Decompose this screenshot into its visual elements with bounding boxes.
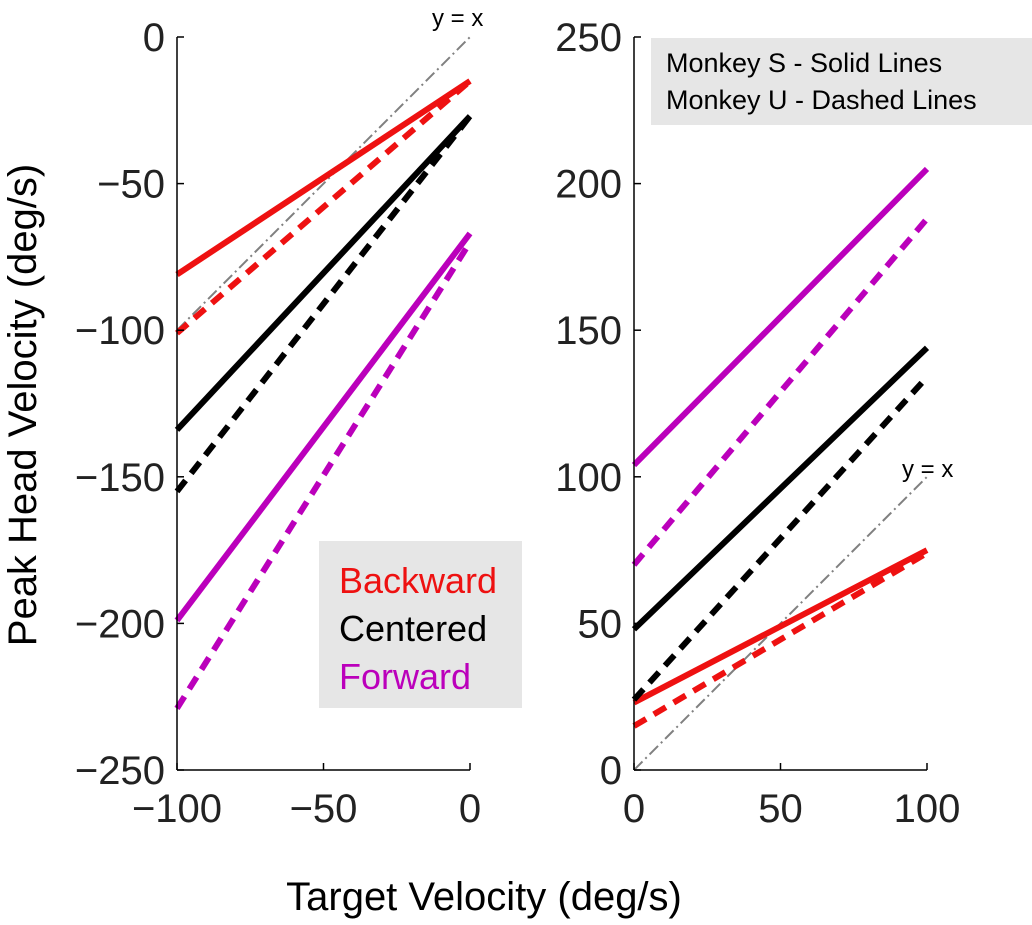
- left-y-tick-label: −200: [75, 602, 165, 646]
- left-panel: 0−50−100−150−200−250−100 −50 0 y = x Backw…: [75, 5, 522, 831]
- right-y-tick-label: 100: [555, 456, 622, 500]
- note-line-monkey-u: Monkey U - Dashed Lines: [666, 85, 977, 115]
- legend-entry-centered: Centered: [339, 608, 487, 649]
- right-series-group: [631, 166, 930, 729]
- left-legend-box: [319, 541, 522, 708]
- left-y-tick-label: −250: [75, 749, 165, 793]
- right-series-centered-monkey-s: [631, 345, 930, 632]
- left-tick-labels: 0−50−100−150−200−250−100 −50 0: [75, 16, 481, 831]
- legend-entry-forward: Forward: [339, 656, 471, 697]
- right-note: Monkey S - Solid Lines Monkey U - Dashed…: [651, 38, 1032, 125]
- right-tick-labels: 0 50 100 150 200 250 0 50 100: [555, 16, 960, 831]
- legend-entry-backward: Backward: [339, 560, 497, 601]
- left-reference-line: [176, 36, 471, 331]
- left-axes: [176, 36, 471, 771]
- left-legend: Backward Centered Forward: [319, 541, 522, 708]
- right-series-backward-monkey-u: [632, 550, 929, 729]
- right-panel: 0 50 100 150 200 250 0 50 100 y = x Monkey S - S…: [555, 16, 1032, 831]
- left-y-tick-label: −50: [97, 163, 165, 207]
- left-series-backward-monkey-s: [175, 78, 472, 277]
- left-y-tick-label: −100: [75, 309, 165, 353]
- right-x-tick-label: 100: [894, 787, 961, 831]
- right-yx-label: y = x: [902, 456, 953, 483]
- left-series-forward-monkey-s: [174, 231, 473, 623]
- left-series-group: [174, 78, 473, 711]
- left-yx-line: [176, 36, 471, 331]
- right-note-box: [651, 38, 1032, 125]
- right-y-tick-label: 200: [555, 163, 622, 207]
- note-line-monkey-s: Monkey S - Solid Lines: [666, 48, 942, 78]
- right-series-forward-monkey-u: [631, 216, 930, 567]
- right-y-tick-label: 0: [600, 749, 622, 793]
- right-axes: [633, 36, 928, 771]
- left-series-centered-monkey-s: [174, 114, 473, 432]
- right-x-tick-label: 0: [623, 787, 645, 831]
- left-x-tick-label: −50: [290, 787, 358, 831]
- left-y-tick-label: 0: [143, 16, 165, 60]
- right-y-tick-label: 250: [555, 16, 622, 60]
- right-series-backward-monkey-s: [632, 547, 929, 706]
- right-series-forward-monkey-s: [631, 166, 930, 468]
- x-axis-label: Target Velocity (deg/s): [286, 875, 682, 919]
- right-series-centered-monkey-u: [631, 375, 930, 702]
- left-x-tick-label: 0: [459, 787, 481, 831]
- left-series-centered-monkey-u: [174, 114, 473, 494]
- left-y-tick-label: −150: [75, 456, 165, 500]
- right-x-tick-label: 50: [758, 787, 803, 831]
- right-y-tick-label: 150: [555, 309, 622, 353]
- left-series-backward-monkey-u: [175, 78, 472, 336]
- y-axis-label: Peak Head Velocity (deg/s): [1, 164, 45, 646]
- left-x-tick-label: −100: [132, 787, 222, 831]
- left-yx-label: y = x: [432, 5, 483, 32]
- right-y-tick-label: 50: [578, 602, 623, 646]
